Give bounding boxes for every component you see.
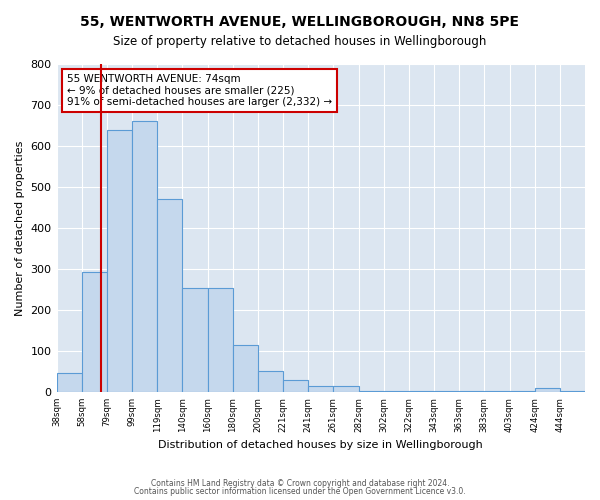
Bar xyxy=(334,386,359,392)
Bar xyxy=(258,372,283,392)
Bar xyxy=(208,288,233,392)
Bar xyxy=(434,390,459,392)
Text: 55, WENTWORTH AVENUE, WELLINGBOROUGH, NN8 5PE: 55, WENTWORTH AVENUE, WELLINGBOROUGH, NN… xyxy=(80,15,520,29)
Text: Contains public sector information licensed under the Open Government Licence v3: Contains public sector information licen… xyxy=(134,487,466,496)
Bar xyxy=(308,386,334,392)
Y-axis label: Number of detached properties: Number of detached properties xyxy=(15,140,25,316)
Bar xyxy=(56,372,82,392)
Bar xyxy=(535,388,560,392)
Bar xyxy=(157,200,182,392)
Text: Size of property relative to detached houses in Wellingborough: Size of property relative to detached ho… xyxy=(113,35,487,48)
Bar xyxy=(560,390,585,392)
Bar xyxy=(82,272,107,392)
Text: 55 WENTWORTH AVENUE: 74sqm
← 9% of detached houses are smaller (225)
91% of semi: 55 WENTWORTH AVENUE: 74sqm ← 9% of detac… xyxy=(67,74,332,107)
Bar xyxy=(509,390,535,392)
Bar xyxy=(107,130,132,392)
Bar xyxy=(409,390,434,392)
Text: Contains HM Land Registry data © Crown copyright and database right 2024.: Contains HM Land Registry data © Crown c… xyxy=(151,478,449,488)
Bar xyxy=(132,122,157,392)
Bar xyxy=(459,390,484,392)
X-axis label: Distribution of detached houses by size in Wellingborough: Distribution of detached houses by size … xyxy=(158,440,483,450)
Bar xyxy=(283,380,308,392)
Bar xyxy=(359,390,383,392)
Bar xyxy=(182,288,208,392)
Bar xyxy=(233,345,258,392)
Bar xyxy=(383,390,409,392)
Bar xyxy=(484,390,509,392)
